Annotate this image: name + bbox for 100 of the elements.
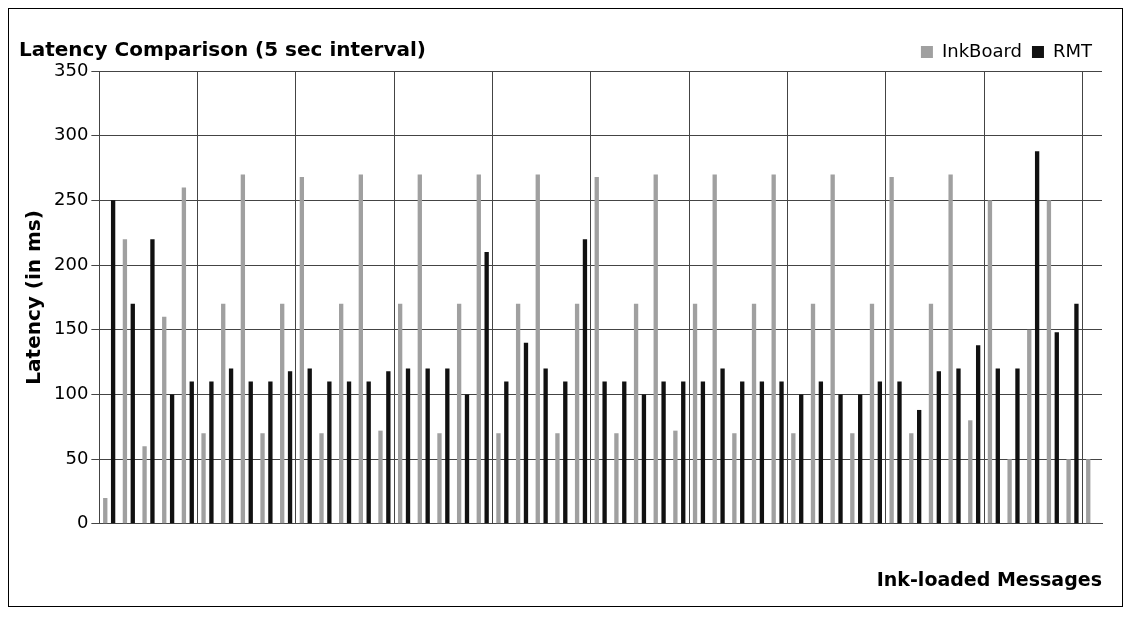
bar (1046, 200, 1052, 524)
bar (877, 381, 883, 524)
bar (535, 174, 540, 524)
bar (681, 381, 686, 524)
bar (574, 303, 580, 524)
bar (956, 368, 961, 524)
bar (1054, 332, 1059, 524)
bar (1015, 368, 1020, 524)
bar (189, 381, 194, 524)
y-tick-label: 200 (54, 252, 89, 274)
bar (975, 345, 981, 524)
y-tick-label: 100 (54, 382, 89, 404)
bar (515, 303, 521, 524)
bar (987, 200, 993, 524)
bar (228, 368, 234, 524)
bar (378, 430, 383, 524)
bar (346, 381, 352, 524)
bar (405, 368, 411, 524)
bar (464, 394, 470, 524)
y-tick-label: 50 (65, 446, 89, 468)
bar (582, 239, 588, 524)
bar (614, 433, 619, 524)
bar (103, 497, 108, 524)
bar (700, 381, 706, 524)
bar (673, 430, 678, 524)
bar (1027, 329, 1032, 524)
bar (968, 420, 973, 524)
bar (917, 409, 922, 524)
bar (858, 394, 863, 524)
bar (1066, 459, 1071, 524)
y-tick-label: 0 (76, 511, 89, 533)
bar (307, 368, 312, 524)
y-tick-label: 250 (54, 188, 89, 210)
bar (122, 239, 128, 524)
bar (476, 174, 481, 524)
bar (110, 200, 116, 524)
bar (936, 371, 941, 524)
legend-label: RMT (1052, 39, 1093, 61)
bar (142, 446, 147, 524)
bar (818, 381, 824, 524)
bar (771, 174, 776, 524)
bar (810, 303, 816, 524)
bar (830, 174, 835, 524)
bar (437, 433, 442, 524)
bar (720, 368, 725, 524)
y-axis-title: Latency (in ms) (21, 210, 46, 385)
bar (150, 239, 155, 524)
bar (791, 433, 796, 524)
bar (740, 381, 745, 524)
bar (248, 381, 253, 524)
bar (838, 394, 843, 524)
bar (622, 381, 627, 524)
bar (386, 371, 391, 524)
bar (909, 433, 914, 524)
bar (260, 433, 265, 524)
bar (543, 368, 548, 524)
bar (1007, 459, 1012, 524)
bar (523, 342, 529, 524)
bar (751, 303, 757, 524)
bar (504, 381, 509, 524)
bar (712, 174, 717, 524)
bar (445, 368, 450, 524)
bar (759, 381, 765, 524)
bar (268, 381, 273, 524)
bar (209, 381, 214, 524)
bar (456, 303, 462, 524)
bar (995, 368, 1000, 524)
y-tick-label: 300 (54, 123, 89, 145)
bar (889, 177, 894, 524)
bar (181, 187, 187, 524)
bar (366, 381, 371, 524)
bar (948, 174, 953, 524)
bar (299, 177, 305, 524)
bar (339, 303, 344, 524)
bar (240, 174, 246, 524)
bar (484, 252, 489, 524)
bar (358, 174, 363, 524)
bar (397, 303, 403, 524)
bar (869, 303, 875, 524)
bar (799, 394, 804, 524)
bar (779, 381, 784, 524)
bar (897, 381, 902, 524)
bar (928, 303, 934, 524)
bar (732, 433, 737, 524)
bar (417, 174, 422, 524)
bar (653, 174, 658, 524)
bar (201, 433, 206, 524)
y-tick-label: 150 (54, 317, 89, 339)
bar (1086, 459, 1091, 524)
bar (327, 381, 332, 524)
bar (641, 394, 647, 524)
bar (1074, 303, 1079, 524)
bar (162, 316, 167, 524)
bar (692, 303, 698, 524)
bar (602, 381, 607, 524)
bar (661, 381, 666, 524)
bar (169, 394, 175, 524)
bar (555, 433, 560, 524)
bar (594, 177, 599, 524)
bar (496, 433, 501, 524)
